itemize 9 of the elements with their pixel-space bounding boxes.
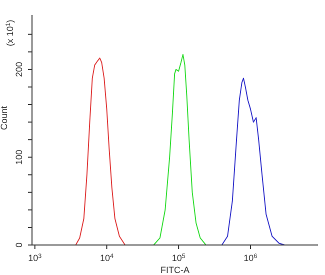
x-tick-label: 10$^{6}$ (244, 252, 258, 263)
x-tick-label: 10$^{3}$ (28, 252, 42, 263)
x-axis-title: FITC-A (160, 265, 190, 275)
y-tick-label: 200 (14, 62, 24, 77)
y-tick-label: 100 (14, 150, 24, 165)
x-tick-label: 10$^{4}$ (100, 252, 114, 263)
y-tick-label: 0 (14, 242, 24, 248)
y-axis-title: Count (0, 105, 10, 130)
x-tick-label: 10$^{5}$ (172, 252, 186, 263)
